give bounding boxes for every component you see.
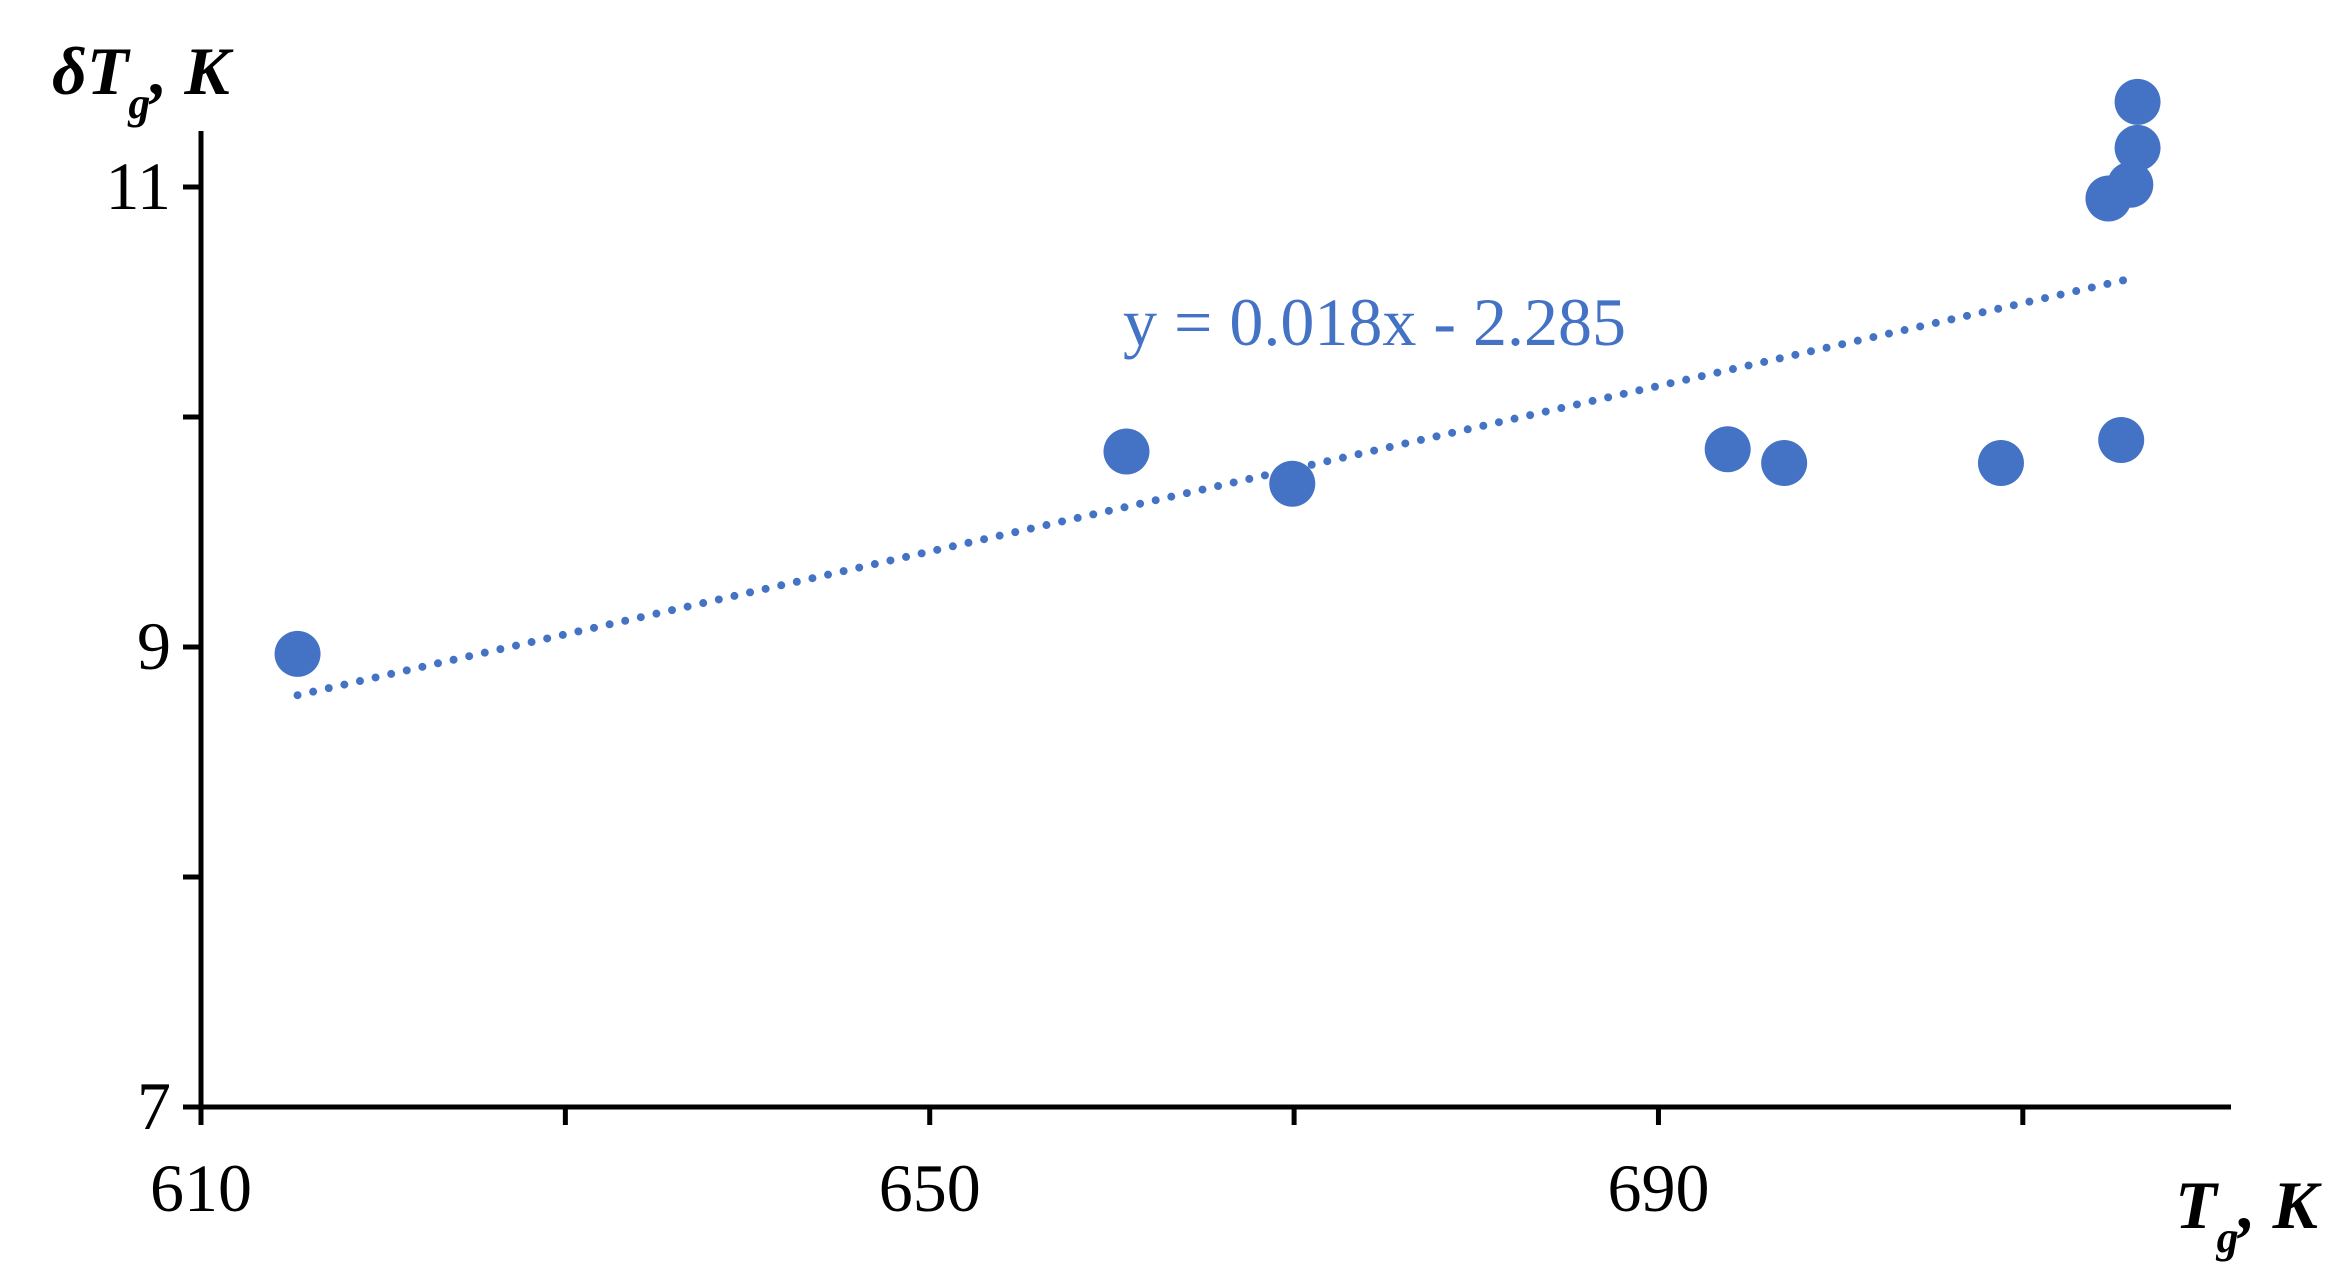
- x-axis-title: Tg, K: [2175, 1167, 2323, 1262]
- axis-ticks-layer: 7 9 11 610 650 690: [106, 148, 2026, 1226]
- y-axis-title: δTg, K: [52, 33, 234, 128]
- data-point: [2107, 161, 2154, 208]
- data-points-layer: [274, 78, 2161, 677]
- y-tick-label-7: 7: [137, 1068, 171, 1144]
- trendline-equation: y = 0.018x - 2.285: [1123, 284, 1626, 360]
- x-tick-label-650: 650: [879, 1150, 981, 1226]
- data-point: [2114, 78, 2161, 125]
- data-point: [1269, 460, 1316, 507]
- data-point: [2114, 124, 2161, 171]
- data-point: [1103, 428, 1150, 475]
- data-point: [1977, 440, 2024, 486]
- y-tick-label-9: 9: [137, 608, 171, 684]
- x-tick-label-610: 610: [150, 1150, 252, 1226]
- y-tick-label-11: 11: [106, 148, 171, 224]
- x-tick-label-690: 690: [1607, 1150, 1709, 1226]
- data-point: [2098, 417, 2145, 463]
- data-point: [274, 630, 321, 677]
- data-point: [1704, 426, 1751, 473]
- data-point: [1761, 440, 1808, 486]
